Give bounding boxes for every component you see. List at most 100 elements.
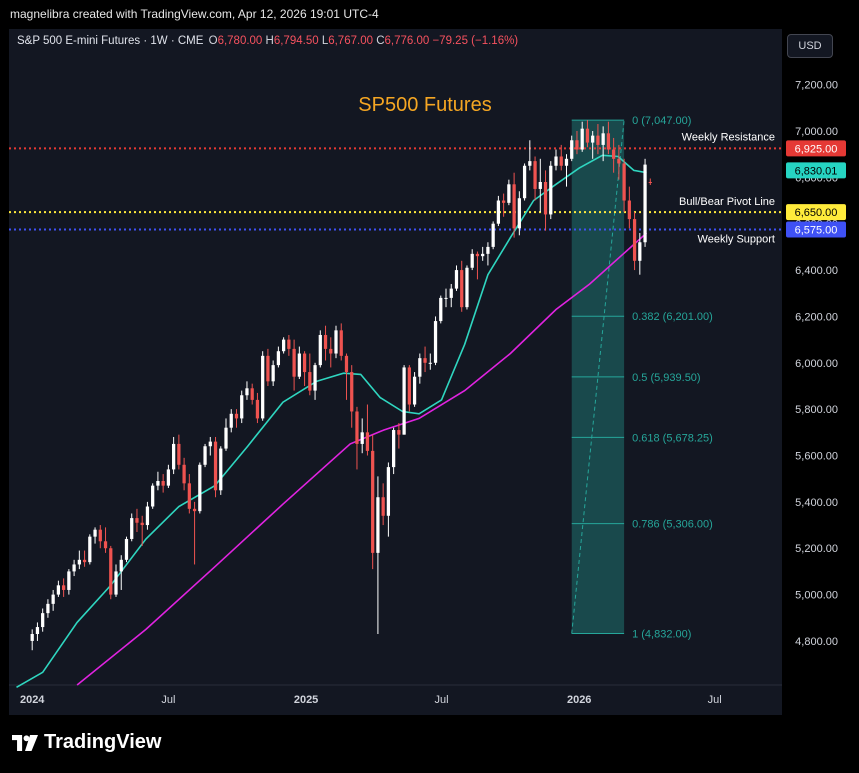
fib-level-label: 0 (7,047.00)	[632, 115, 691, 127]
candle-body	[287, 339, 291, 349]
y-tick-label: 5,800.00	[795, 404, 838, 416]
candle-body	[365, 432, 370, 451]
candle-body	[444, 297, 448, 299]
candle-body	[271, 365, 275, 382]
candle-body	[460, 270, 464, 308]
candle-body	[439, 297, 443, 322]
candle-body	[502, 200, 506, 203]
candle-body	[486, 246, 490, 254]
candle-body	[213, 441, 218, 491]
x-tick-label: 2026	[567, 694, 591, 706]
symbol-header: S&P 500 E-mini Futures · 1W · CME O6,780…	[17, 35, 518, 47]
candle-body	[30, 634, 34, 641]
chart-panel[interactable]	[9, 29, 782, 715]
candle-body	[606, 133, 611, 150]
candle-body	[156, 481, 160, 486]
candle-body	[103, 541, 108, 549]
candle-body	[355, 411, 359, 444]
y-tick-label: 7,000.00	[795, 126, 838, 138]
y-tick-label: 6,400.00	[795, 265, 838, 277]
high-value: 6,794.50	[273, 35, 319, 47]
fib-level-label: 1 (4,832.00)	[632, 629, 691, 641]
candle-body	[412, 376, 417, 405]
candle-body	[114, 571, 118, 595]
candle-body	[234, 413, 239, 419]
candle-body	[124, 538, 129, 560]
candle-body	[381, 497, 385, 516]
candle-body	[428, 362, 432, 364]
candle-body	[418, 358, 422, 377]
y-tick-label: 5,400.00	[795, 497, 838, 509]
tradingview-logo-icon	[12, 734, 38, 751]
candle-body	[339, 330, 343, 356]
level-price-tag	[786, 221, 846, 238]
candle-body	[449, 288, 453, 298]
fib-level-label: 0.786 (5,306.00)	[632, 519, 713, 531]
chart-credit: magnelibra created with TradingView.com,…	[10, 7, 379, 21]
candle-body	[198, 464, 202, 512]
candle-body	[538, 181, 542, 189]
candle-body	[549, 165, 553, 215]
candle-body	[554, 156, 558, 166]
last-price-text: 6,830.01	[795, 165, 838, 177]
fib-level-label: 0.5 (5,939.50)	[632, 372, 701, 384]
candle-body	[308, 372, 312, 391]
candle-body	[360, 432, 364, 444]
x-tick-label: Jul	[434, 694, 448, 706]
candle-body	[282, 339, 286, 352]
candle-body	[575, 140, 579, 150]
candle-body	[161, 481, 165, 486]
candle-body	[187, 483, 191, 509]
candle-body	[93, 529, 97, 537]
change-value: −79.25 (−1.16%)	[432, 35, 519, 47]
candle-body	[517, 198, 521, 229]
candle-body	[119, 559, 123, 572]
candle-body	[371, 450, 375, 553]
candle-body	[329, 348, 333, 354]
candle-body	[350, 372, 354, 412]
candle-body	[51, 594, 55, 604]
candle-body	[507, 184, 511, 203]
candle-body	[35, 627, 40, 635]
candle-body	[98, 529, 102, 542]
y-tick-label: 4,800.00	[795, 636, 838, 648]
candle-body	[151, 485, 155, 507]
symbol-name[interactable]: S&P 500 E-mini Futures · 1W · CME	[17, 35, 204, 47]
candle-body	[564, 158, 569, 166]
candle-body	[109, 548, 113, 595]
candle-body	[481, 253, 485, 257]
candle-body	[402, 367, 406, 435]
close-label: C	[376, 35, 385, 47]
candle-body	[56, 585, 61, 595]
candle-body	[622, 163, 626, 201]
candle-body	[177, 443, 181, 465]
candle-body	[454, 270, 459, 289]
candle-body	[386, 467, 391, 516]
candle-body	[512, 184, 516, 229]
close-value: 6,776.00	[384, 35, 430, 47]
low-label: L	[321, 35, 329, 47]
level-price-tag	[786, 204, 846, 221]
candle-body	[88, 536, 92, 563]
candle-body	[522, 165, 527, 199]
level-price-text: 6,575.00	[795, 225, 838, 237]
brand: TradingView	[12, 731, 161, 754]
candle-body	[302, 353, 307, 373]
currency-button[interactable]: USD	[787, 34, 833, 58]
y-tick-label: 7,200.00	[795, 80, 838, 92]
candle-body	[601, 133, 605, 145]
fib-level-label: 0.618 (5,678.25)	[632, 432, 713, 444]
candle-body	[46, 603, 50, 614]
ema-line	[76, 232, 648, 686]
x-tick-label: 2024	[20, 694, 45, 706]
candle-body	[297, 353, 301, 377]
candle-body	[433, 321, 438, 363]
candle-body	[334, 330, 338, 354]
candle-body	[77, 559, 81, 565]
level-label: Weekly Resistance	[682, 131, 775, 143]
candle-body	[172, 443, 176, 470]
chart-title: SP500 Futures	[358, 94, 491, 116]
y-tick-label: 5,600.00	[795, 451, 838, 463]
x-tick-label: 2025	[294, 694, 318, 706]
